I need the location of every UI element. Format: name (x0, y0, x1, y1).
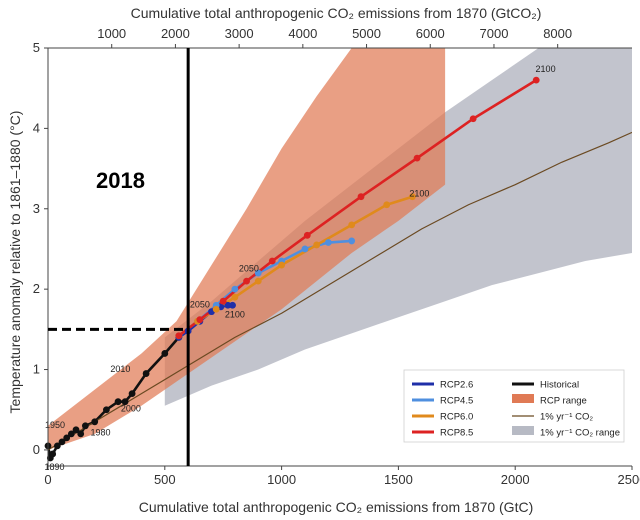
data-point-rcp4-5 (324, 239, 332, 246)
legend-label-rcp4-5: RCP4.5 (440, 396, 473, 407)
data-point-rcp6-0 (313, 241, 321, 249)
legend-label-historical: Historical (540, 380, 579, 391)
range-bands (48, 48, 632, 450)
data-point-rcp8-5 (268, 257, 276, 265)
data-point-rcp8-5 (532, 76, 540, 84)
annotation-2018: 2018 (96, 168, 145, 193)
data-point-rcp6-0 (231, 293, 239, 301)
data-point-rcp8-5 (357, 193, 365, 201)
data-point-rcp6-0 (278, 261, 285, 269)
year-label-historical: 1890 (45, 462, 65, 472)
data-point-historical (91, 418, 99, 426)
data-point-historical (121, 398, 129, 406)
y-axis-title: Temperature anomaly relative to 1861–188… (7, 111, 23, 414)
data-point-historical (103, 406, 110, 414)
top-tick-label: 7000 (480, 26, 509, 41)
data-point-rcp6-0 (212, 305, 220, 313)
legend-label-1-yr-co-range: 1% yr⁻¹ CO₂ range (540, 428, 620, 439)
legend-label-rcp2-6: RCP2.6 (440, 380, 473, 391)
y-tick-label: 1 (33, 362, 40, 377)
top-tick-label: 1000 (97, 26, 126, 41)
year-label-historical: 2010 (110, 364, 130, 374)
legend: RCP2.6 Historical RCP4.5 RCP range RCP6.0 1% … (403, 369, 625, 443)
legend-label-rcp-range: RCP range (540, 396, 587, 407)
data-point-historical (161, 350, 169, 357)
data-point-rcp8-5 (175, 332, 183, 340)
legend-label-rcp6-0: RCP6.0 (440, 412, 473, 423)
2018-marker (48, 48, 190, 466)
range-band-1-yr-co-range (164, 48, 632, 406)
data-point-historical (142, 370, 150, 377)
data-point-rcp4-5 (254, 269, 262, 277)
year-label-historical: 2000 (121, 403, 141, 413)
x-tick-label: 1500 (384, 472, 413, 487)
data-point-rcp6-0 (383, 201, 391, 209)
legend-label-1-yr-co: 1% yr⁻¹ CO₂ (540, 412, 593, 423)
year-label-historical: 1950 (45, 420, 65, 430)
series-line-1-yr-co (48, 131, 632, 451)
data-point-rcp2-6 (229, 301, 236, 309)
data-point-rcp6-0 (348, 221, 356, 229)
x-tick-label: 1000 (267, 472, 296, 487)
data-point-historical (63, 434, 71, 442)
year-label-rcp8-5: 2100 (536, 64, 556, 74)
data-point-rcp8-5 (469, 115, 477, 123)
data-point-rcp8-5 (413, 154, 421, 162)
year-label-rcp6-0: 2100 (409, 189, 429, 199)
top-tick-label: 3000 (225, 26, 254, 41)
data-point-rcp6-0 (254, 277, 262, 285)
top-tick-label: 6000 (416, 26, 445, 41)
y-tick-label: 5 (33, 40, 40, 55)
data-point-rcp8-5 (303, 231, 311, 239)
x-tick-label: 2000 (501, 472, 530, 487)
top-axis-title: Cumulative total anthropogenic CO₂ emiss… (131, 5, 542, 21)
data-point-historical (49, 450, 57, 458)
y-tick-label: 2 (33, 281, 40, 296)
x-tick-label: 2500 (618, 472, 640, 487)
x-tick-label: 0 (44, 472, 51, 487)
range-band-rcp-range (48, 48, 446, 450)
year-label-rcp8-5: 2050 (239, 263, 259, 273)
data-point-rcp8-5 (196, 316, 204, 324)
year-label-rcp2-6: 2100 (225, 309, 245, 319)
legend-swatch-rcp-range (512, 394, 534, 403)
data-point-rcp8-5 (219, 297, 227, 305)
data-point-historical (58, 438, 66, 446)
top-tick-label: 5000 (352, 26, 381, 41)
data-point-historical (114, 398, 122, 406)
data-point-historical (128, 390, 136, 398)
data-point-rcp6-0 (409, 193, 416, 201)
top-tick-label: 4000 (288, 26, 317, 41)
plot-area: 1890 1950 1980 2000 2010 2050 2100 2100 2050 2100 (45, 48, 632, 472)
y-tick-label: 4 (33, 120, 40, 135)
legend-label-rcp8-5: RCP8.5 (440, 428, 473, 439)
data-point-rcp4-5 (348, 237, 356, 245)
data-point-historical (72, 426, 80, 434)
data-point-historical (77, 430, 85, 438)
y-tick-label: 0 (33, 442, 40, 457)
legend-swatch-1-yr-co-range (512, 426, 534, 435)
year-labels: 1890 1950 1980 2000 2010 2050 2100 2100 2050 2100 (45, 64, 556, 472)
year-label-historical: 1980 (91, 427, 111, 437)
data-point-rcp2-6 (224, 301, 232, 309)
data-point-rcp8-5 (243, 277, 250, 285)
data-point-historical (67, 430, 75, 438)
axes: 0 500 1000 1500 2000 2500 1000 2000 3000 4000 5000… (33, 26, 640, 487)
data-point-historical (53, 442, 61, 450)
y-tick-label: 3 (33, 201, 40, 216)
year-label-rcp2-6: 2050 (190, 300, 210, 310)
bottom-axis-title: Cumulative total anthropogenic CO₂ emiss… (139, 499, 534, 515)
data-point-rcp4-5 (301, 245, 309, 253)
x-tick-label: 500 (154, 472, 176, 487)
top-tick-label: 8000 (543, 26, 572, 41)
top-tick-label: 2000 (161, 26, 190, 41)
data-point-rcp4-5 (231, 285, 239, 293)
data-point-historical (81, 422, 89, 430)
